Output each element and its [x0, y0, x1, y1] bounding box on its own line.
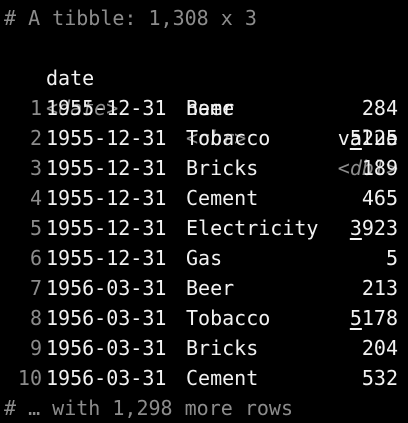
table-row: 5 1955-12-31 Electricity 3923	[4, 213, 408, 243]
row-number: 3	[29, 156, 42, 180]
cell-value: 189	[362, 153, 398, 183]
row-number: 5	[29, 216, 42, 240]
cell-name: Electricity	[186, 216, 319, 240]
cell-value: 213	[362, 273, 398, 303]
cell-value-digits: 178	[361, 306, 398, 330]
cell-date: 1955-12-31	[46, 126, 167, 150]
column-name-value: value	[337, 126, 398, 150]
cell-value: 3923	[350, 213, 398, 243]
column-names-row: date name value	[4, 33, 408, 150]
table-row: 1 1955-12-31 Beer 284	[4, 93, 408, 123]
cell-value-thousands: 3	[349, 216, 362, 240]
row-number: 7	[29, 276, 42, 300]
cell-date: 1955-12-31	[46, 246, 167, 270]
cell-date: 1955-12-31	[46, 186, 167, 210]
table-row: 2 1955-12-31 Tobacco 5225	[4, 123, 408, 153]
table-row: 4 1955-12-31 Cement 465	[4, 183, 408, 213]
row-number: 8	[29, 306, 42, 330]
cell-name: Gas	[186, 246, 223, 270]
cell-name: Bricks	[186, 336, 259, 360]
cell-value-digits: 225	[361, 126, 398, 150]
column-type-name: <chr>	[186, 126, 247, 150]
cell-name: Tobacco	[186, 306, 271, 330]
cell-date: 1956-03-31	[46, 336, 167, 360]
table-row: 10 1956-03-31 Cement 532	[4, 363, 408, 393]
column-type-date: <date>	[46, 96, 119, 120]
table-row: 6 1955-12-31 Gas 5	[4, 243, 408, 273]
cell-date: 1956-03-31	[46, 306, 167, 330]
tibble-header: # A tibble: 1,308 x 3	[4, 6, 257, 30]
row-number: 1	[29, 96, 42, 120]
cell-value: 5225	[350, 123, 398, 153]
column-name-name: name	[186, 96, 235, 120]
cell-name: Cement	[186, 186, 259, 210]
column-name-date: date	[46, 66, 95, 90]
cell-value-digits: 204	[361, 336, 398, 360]
cell-value-digits: 465	[361, 186, 398, 210]
row-number: 9	[29, 336, 42, 360]
cell-value-digits: 284	[361, 96, 398, 120]
cell-value: 465	[362, 183, 398, 213]
cell-value: 532	[362, 363, 398, 393]
table-row: 9 1956-03-31 Bricks 204	[4, 333, 408, 363]
tibble-footer: # … with 1,298 more rows	[4, 396, 293, 420]
cell-date: 1955-12-31	[46, 156, 167, 180]
cell-date: 1955-12-31	[46, 96, 167, 120]
cell-value-digits: 923	[361, 216, 398, 240]
column-type-value: <dbl>	[337, 156, 398, 180]
cell-value: 5	[386, 243, 398, 273]
cell-value-digits: 213	[361, 276, 398, 300]
cell-value: 284	[362, 93, 398, 123]
column-types-row: <date> <chr> <dbl>	[4, 63, 408, 180]
cell-value: 5178	[350, 303, 398, 333]
row-number: 10	[17, 366, 42, 390]
table-row: 3 1955-12-31 Bricks 189	[4, 153, 408, 183]
cell-name: Beer	[186, 276, 235, 300]
cell-value-digits: 5	[385, 246, 398, 270]
cell-name: Bricks	[186, 156, 259, 180]
cell-name: Cement	[186, 366, 259, 390]
cell-date: 1955-12-31	[46, 216, 167, 240]
table-row: 7 1956-03-31 Beer 213	[4, 273, 408, 303]
cell-value: 204	[362, 333, 398, 363]
cell-value-thousands: 5	[349, 126, 362, 150]
row-number: 2	[29, 126, 42, 150]
table-row: 8 1956-03-31 Tobacco 5178	[4, 303, 408, 333]
cell-value-digits: 189	[361, 156, 398, 180]
cell-value-digits: 532	[361, 366, 398, 390]
row-number: 4	[29, 186, 42, 210]
row-number: 6	[29, 246, 42, 270]
r-console-output: # A tibble: 1,308 x 3 date name value <d…	[4, 3, 408, 423]
cell-date: 1956-03-31	[46, 276, 167, 300]
tibble-rows: 1 1955-12-31 Beer 284 2 1955-12-31 Tobacco 5225…	[4, 93, 408, 393]
cell-value-thousands: 5	[349, 306, 362, 330]
cell-date: 1956-03-31	[46, 366, 167, 390]
cell-name: Beer	[186, 96, 235, 120]
cell-name: Tobacco	[186, 126, 271, 150]
